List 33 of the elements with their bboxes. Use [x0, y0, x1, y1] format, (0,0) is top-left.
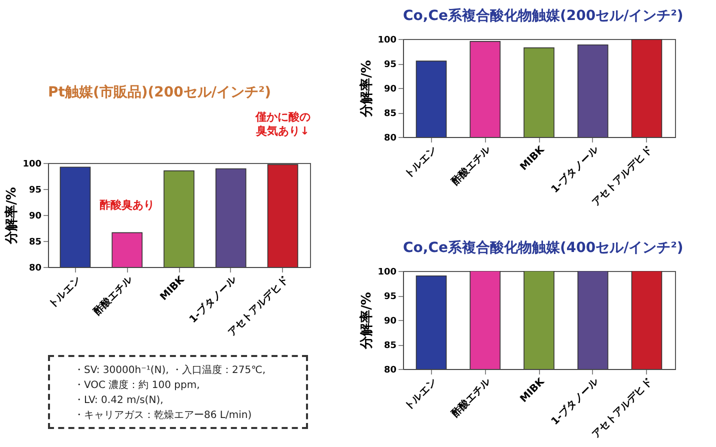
chart-title: Pt触媒(市販品)(200セル/インチ²) [48, 84, 272, 101]
y-tick-label: 85 [384, 109, 396, 119]
y-axis-title: 分解率/% [358, 60, 375, 118]
y-tick-label: 80 [28, 264, 42, 274]
x-tick-label: トルエン [402, 376, 440, 413]
x-tick-label: 酢酸エチル [91, 273, 136, 318]
y-tick-label: 90 [28, 212, 42, 222]
text: ・SV: 30000h⁻¹(N), ・入口温度：275℃, [74, 364, 266, 378]
y-axis-title: 分解率/% [4, 187, 20, 245]
annotation: 僅かに酸の臭気あり↓ [254, 110, 310, 138]
x-tick-label: トルエン [402, 144, 440, 181]
chart-title: Co,Ce系複合酸化物触媒(200セル/インチ²) [403, 7, 684, 24]
text: ・LV: 0.42 m/s(N), [74, 394, 164, 408]
y-tick-label: 85 [28, 238, 42, 248]
y-tick-label: 90 [384, 316, 396, 326]
x-tick-label: 酢酸エチル [449, 375, 494, 420]
x-tick-label: トルエン [46, 274, 84, 311]
y-tick-label: 100 [378, 36, 396, 46]
y-tick-label: 90 [384, 84, 396, 94]
y-tick-label: 80 [384, 366, 396, 376]
text: ・VOC 濃度：約 100 ppm, [74, 378, 201, 393]
y-tick-label: 100 [378, 268, 396, 278]
y-tick-label: 80 [384, 134, 396, 144]
chart-title: Co,Ce系複合酸化物触媒(400セル/インチ²) [403, 239, 684, 256]
y-axis-title: 分解率/% [358, 292, 375, 350]
y-tick-label: 95 [384, 60, 396, 70]
annotation: 酢酸臭あり [100, 198, 155, 212]
y-tick-label: 95 [384, 292, 396, 302]
y-tick-label: 85 [384, 341, 396, 351]
y-tick-label: 100 [22, 160, 42, 170]
y-tick-label: 95 [28, 186, 42, 196]
text: ・キャリアガス：乾燥エアー86 L/min) [74, 409, 253, 423]
x-tick-label: 酢酸エチル [449, 143, 494, 188]
